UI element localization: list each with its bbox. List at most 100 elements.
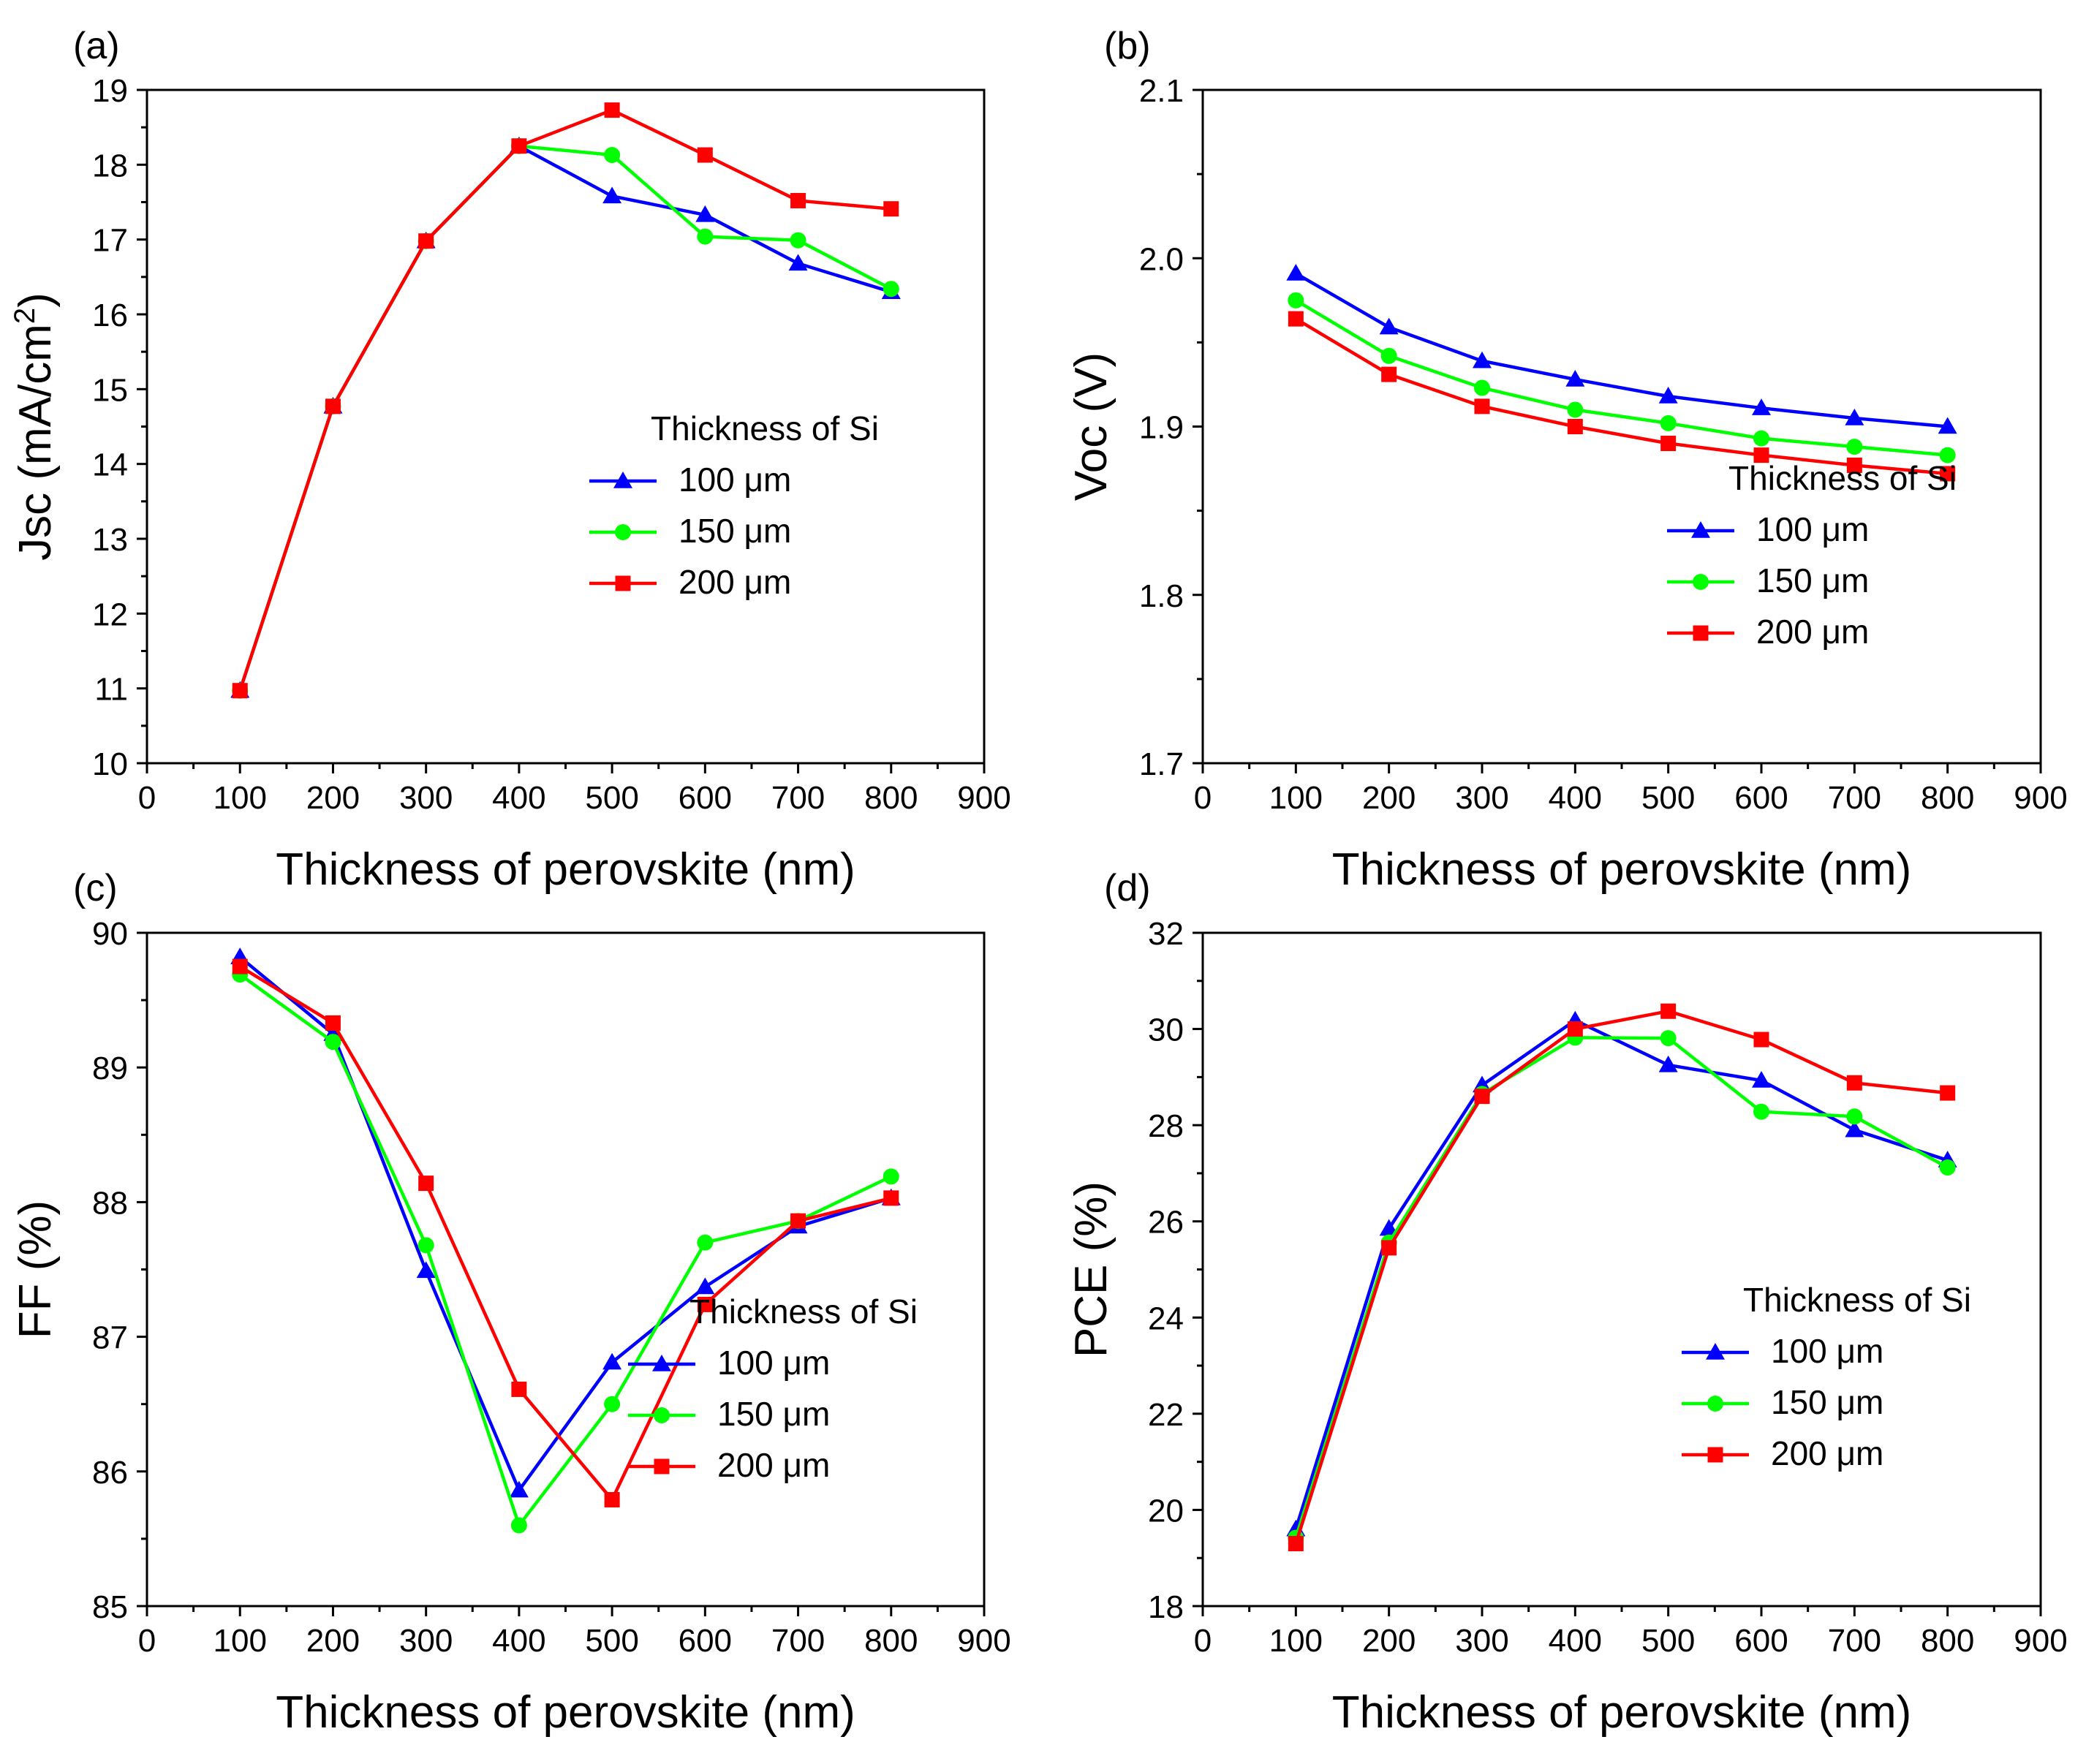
legend-label: 100 μm (679, 461, 791, 499)
legend-marker (654, 1458, 670, 1475)
data-point (790, 232, 806, 249)
y-tick-label: 85 (92, 1589, 128, 1625)
y-tick-label: 86 (92, 1455, 128, 1491)
series-line (1294, 1009, 1948, 1545)
panel-b: 0 100 200 300 400 500 600 700 800 900 1.7 1.8 1.9 2.0… (1066, 25, 2068, 895)
series-2 (1288, 1003, 1956, 1551)
data-point (604, 102, 620, 118)
data-point (1939, 447, 1956, 463)
x-tick-label: 0 (138, 1623, 156, 1659)
data-point (1752, 398, 1771, 415)
y-axis-title-main: Voc (V) (1066, 352, 1116, 501)
data-point (1381, 366, 1397, 382)
x-tick-label: 800 (864, 780, 918, 816)
data-point (1753, 447, 1769, 463)
y-tick-label: 15 (92, 372, 128, 408)
x-tick-label: 600 (679, 780, 732, 816)
data-point (511, 138, 527, 154)
data-point (1938, 417, 1957, 434)
panel-c: 0 100 200 300 400 500 600 700 800 900 85 86 87 88 89 90… (10, 867, 1011, 1738)
x-tick-label: 200 (1362, 1623, 1416, 1659)
data-point (1753, 430, 1769, 447)
data-point (1474, 1089, 1490, 1105)
data-point (604, 1396, 621, 1412)
series-1 (1288, 292, 1956, 463)
y-tick-label: 20 (1148, 1493, 1184, 1529)
x-tick-label: 600 (1734, 780, 1788, 816)
series-line (238, 108, 891, 692)
x-tick-label: 700 (1828, 780, 1881, 816)
y-tick-label: 14 (92, 447, 128, 483)
panel-label: (a) (73, 25, 120, 67)
legend-label: 200 μm (1756, 613, 1869, 651)
legend-marker (613, 472, 632, 488)
legend: Thickness of Si 100 μm 150 μm 200 μm (589, 409, 879, 601)
y-tick-label: 1.9 (1139, 410, 1184, 446)
series-line (239, 965, 892, 1502)
y-tick-label: 22 (1148, 1397, 1184, 1433)
x-tick-label: 900 (2014, 780, 2067, 816)
data-point (697, 1234, 714, 1251)
series-line (1294, 1018, 1949, 1530)
data-point (1940, 466, 1956, 482)
y-tick-label: 11 (94, 672, 128, 708)
data-point (509, 1480, 529, 1498)
legend-label: 100 μm (1756, 510, 1869, 548)
panel-label: (d) (1104, 867, 1151, 909)
x-tick-label: 700 (771, 780, 825, 816)
x-tick-label: 400 (492, 780, 545, 816)
x-tick-label: 500 (1641, 780, 1695, 816)
data-point (790, 1213, 806, 1229)
x-tick-label: 900 (957, 1623, 1010, 1659)
data-point (1288, 292, 1304, 308)
legend-label: 200 μm (1771, 1434, 1883, 1472)
data-point (1288, 311, 1304, 327)
y-axis-title: Jsc (mA/cm2) (9, 292, 61, 561)
x-tick-label: 200 (1362, 780, 1416, 816)
legend: Thickness of Si 100 μm 150 μm 200 μm (1682, 1281, 1971, 1472)
data-point (1660, 1030, 1677, 1047)
plot-frame (1201, 88, 2042, 765)
data-point (1288, 1535, 1304, 1551)
data-point (1939, 1159, 1956, 1176)
x-tick-label: 700 (771, 1623, 825, 1659)
series-2 (232, 102, 899, 699)
x-tick-label: 200 (306, 780, 360, 816)
y-tick-label: 13 (92, 522, 128, 558)
data-point (883, 1190, 899, 1206)
data-point (602, 186, 622, 204)
legend: Thickness of Si 100 μm 150 μm 200 μm (1667, 459, 1957, 651)
data-point (883, 201, 899, 217)
data-point (883, 1168, 899, 1185)
y-tick-label: 18 (92, 148, 128, 183)
x-tick-label: 900 (957, 780, 1010, 816)
data-point (1474, 398, 1490, 414)
x-tick-label: 500 (585, 1623, 638, 1659)
data-point (1381, 1240, 1397, 1256)
x-tick-label: 200 (306, 1623, 360, 1659)
series-2 (1288, 311, 1956, 482)
x-tick-label: 600 (1734, 1623, 1788, 1659)
data-point (695, 1277, 715, 1295)
legend-label: 200 μm (679, 563, 791, 601)
y-tick-label: 19 (92, 73, 128, 109)
data-point (1940, 1085, 1956, 1101)
x-tick-label: 300 (399, 780, 453, 816)
series-line (1295, 317, 1948, 476)
y-tick-label: 26 (1148, 1205, 1184, 1241)
data-point (1846, 457, 1862, 473)
data-point (1658, 387, 1678, 404)
legend: Thickness of Si 100 μm 150 μm 200 μm (628, 1292, 918, 1484)
data-point (510, 1517, 527, 1534)
legend-marker (1693, 625, 1709, 641)
y-axis-title-main: Jsc (mA/cm (10, 324, 61, 561)
legend-title: Thickness of Si (689, 1292, 918, 1330)
x-axis-title: Thickness of perovskite (nm) (276, 1687, 855, 1738)
data-point (1658, 1055, 1678, 1072)
data-point (417, 1237, 434, 1254)
data-point (697, 1296, 713, 1312)
legend-marker (615, 524, 631, 540)
y-tick-label: 89 (92, 1051, 128, 1086)
data-point (1753, 1031, 1769, 1048)
x-tick-label: 500 (585, 780, 638, 816)
